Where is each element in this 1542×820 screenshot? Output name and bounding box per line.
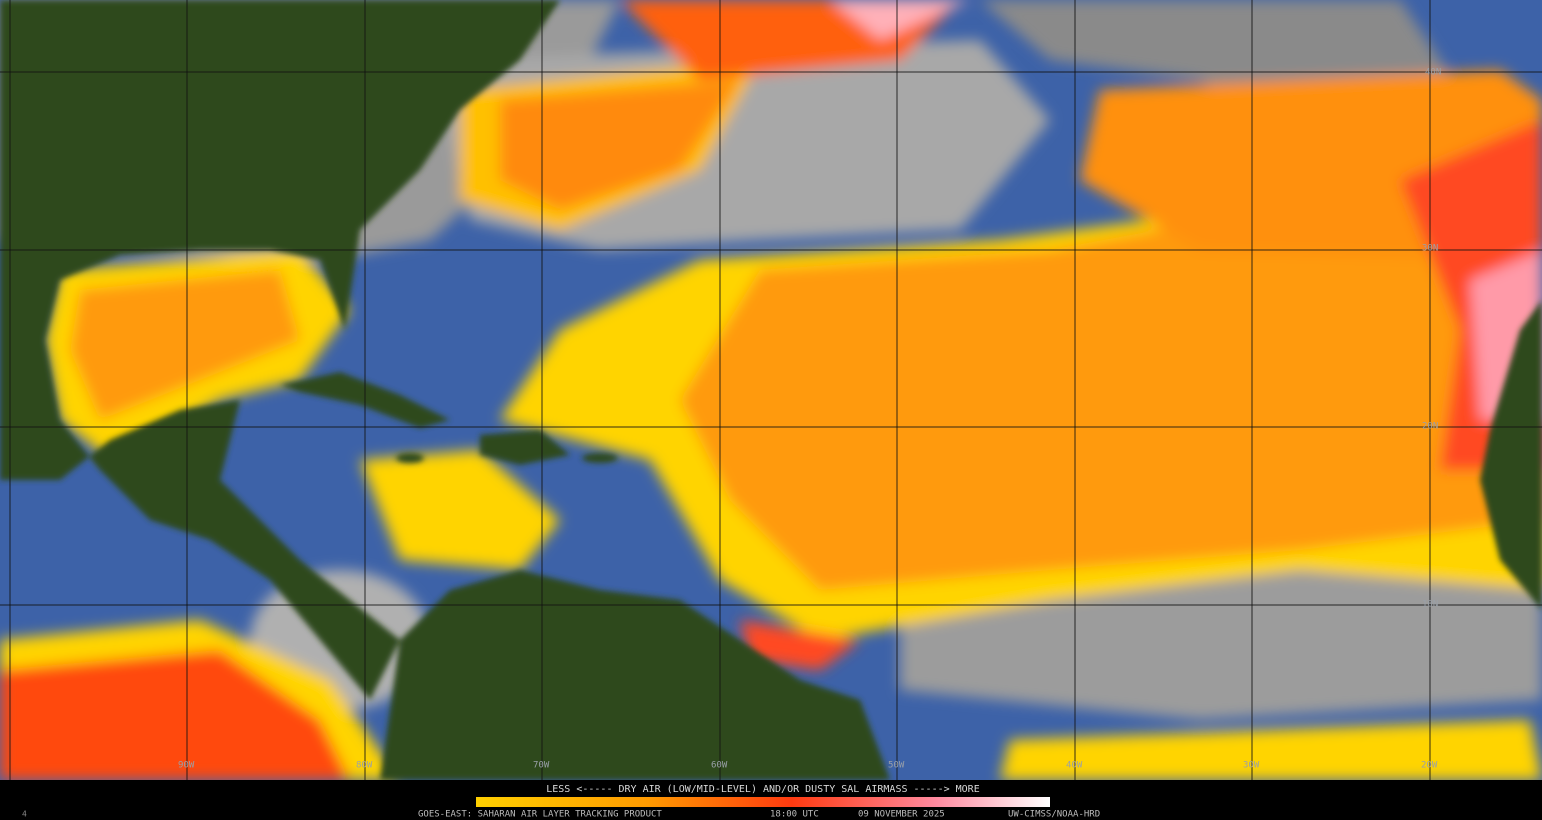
legend-bar bbox=[476, 797, 1050, 807]
lat-label: 20N bbox=[1422, 422, 1438, 432]
date: 09 NOVEMBER 2025 bbox=[858, 810, 945, 820]
lon-label: 40W bbox=[1066, 761, 1083, 771]
product-name: GOES-EAST: SAHARAN AIR LAYER TRACKING PR… bbox=[418, 810, 662, 820]
credit: UW-CIMSS/NOAA-HRD bbox=[1008, 810, 1100, 820]
lon-label: 90W bbox=[178, 761, 195, 771]
lon-label: 20W bbox=[1421, 761, 1438, 771]
lat-labels: 40N 30N 20N 10N bbox=[1422, 68, 1441, 610]
time: 18:00 UTC bbox=[770, 810, 819, 820]
lon-label: 30W bbox=[1243, 761, 1260, 771]
imagery bbox=[0, 0, 1542, 780]
lon-label: 60W bbox=[711, 761, 728, 771]
graticule bbox=[0, 0, 1542, 780]
frame-number: 4 bbox=[22, 810, 27, 819]
lon-label: 50W bbox=[888, 761, 905, 771]
lat-label: 10N bbox=[1422, 600, 1438, 610]
lon-label: 70W bbox=[533, 761, 550, 771]
lon-labels: 90W 80W 70W 60W 50W 40W 30W 20W bbox=[178, 761, 1438, 771]
legend-title: LESS <----- DRY AIR (LOW/MID-LEVEL) AND/… bbox=[546, 784, 979, 795]
footer: LESS <----- DRY AIR (LOW/MID-LEVEL) AND/… bbox=[0, 780, 1542, 820]
lat-label: 30N bbox=[1422, 244, 1438, 254]
lon-label: 80W bbox=[356, 761, 373, 771]
lat-label: 40N bbox=[1425, 68, 1441, 78]
